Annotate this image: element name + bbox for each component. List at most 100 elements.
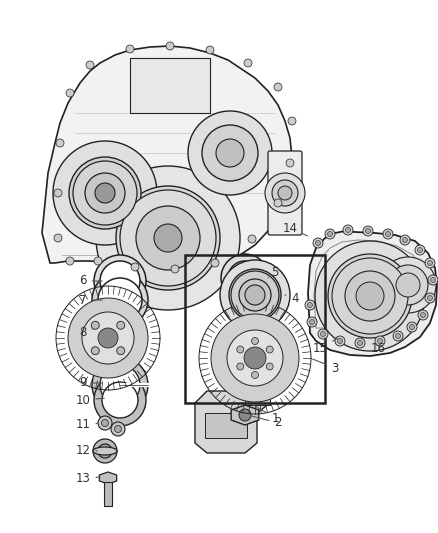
Circle shape <box>111 422 125 436</box>
Circle shape <box>244 59 252 67</box>
Circle shape <box>420 312 425 318</box>
Circle shape <box>286 159 294 167</box>
Circle shape <box>431 278 435 282</box>
Circle shape <box>237 363 244 370</box>
Polygon shape <box>231 405 259 425</box>
Circle shape <box>221 254 269 302</box>
Circle shape <box>126 45 134 53</box>
Circle shape <box>66 89 74 97</box>
Text: 6: 6 <box>79 274 102 287</box>
Circle shape <box>211 259 219 267</box>
Text: 15: 15 <box>313 338 338 354</box>
Circle shape <box>248 235 256 243</box>
Polygon shape <box>195 378 270 453</box>
Circle shape <box>274 199 282 207</box>
Circle shape <box>171 265 179 273</box>
Circle shape <box>425 258 435 268</box>
Text: 5: 5 <box>268 266 279 279</box>
Circle shape <box>53 141 157 245</box>
Circle shape <box>227 330 283 386</box>
Text: 10: 10 <box>76 393 104 407</box>
Circle shape <box>98 444 112 458</box>
Circle shape <box>166 42 174 50</box>
Polygon shape <box>308 231 437 356</box>
Circle shape <box>427 261 432 265</box>
Circle shape <box>325 229 335 239</box>
Circle shape <box>363 226 373 236</box>
Circle shape <box>98 328 118 348</box>
Text: 1: 1 <box>252 405 279 424</box>
Text: 11: 11 <box>75 418 97 432</box>
Circle shape <box>102 419 109 426</box>
Circle shape <box>345 271 395 321</box>
Bar <box>205 413 247 438</box>
Circle shape <box>355 338 365 348</box>
Text: 4: 4 <box>285 292 299 304</box>
Circle shape <box>427 295 432 301</box>
Circle shape <box>417 247 423 253</box>
Text: 12: 12 <box>75 445 97 457</box>
Circle shape <box>94 255 146 307</box>
Circle shape <box>96 166 240 310</box>
Circle shape <box>92 272 148 328</box>
Circle shape <box>95 183 115 203</box>
Text: 3: 3 <box>313 359 339 375</box>
Circle shape <box>94 257 102 265</box>
Ellipse shape <box>93 447 117 455</box>
Circle shape <box>92 357 148 413</box>
Circle shape <box>54 234 62 242</box>
Circle shape <box>114 425 121 432</box>
Circle shape <box>231 271 279 319</box>
Polygon shape <box>42 46 292 270</box>
Text: 7: 7 <box>79 294 102 306</box>
Text: 9: 9 <box>79 376 102 390</box>
Bar <box>245 391 270 405</box>
Bar <box>130 58 210 113</box>
Circle shape <box>120 190 216 286</box>
Circle shape <box>69 157 141 229</box>
Circle shape <box>102 382 138 418</box>
Circle shape <box>310 319 314 325</box>
Circle shape <box>407 322 417 332</box>
Circle shape <box>385 231 391 237</box>
Circle shape <box>117 321 125 329</box>
Circle shape <box>66 257 74 265</box>
Circle shape <box>136 206 200 270</box>
Circle shape <box>265 173 305 213</box>
Circle shape <box>94 374 146 426</box>
Circle shape <box>85 173 125 213</box>
Circle shape <box>418 310 428 320</box>
Circle shape <box>229 269 281 321</box>
Circle shape <box>410 325 414 329</box>
Circle shape <box>251 372 258 378</box>
Circle shape <box>266 363 273 370</box>
Circle shape <box>378 338 382 343</box>
Circle shape <box>98 278 142 322</box>
Circle shape <box>425 293 435 303</box>
Bar <box>185 255 325 403</box>
Circle shape <box>343 225 353 235</box>
Circle shape <box>98 416 112 430</box>
Text: 14: 14 <box>283 222 307 236</box>
Circle shape <box>206 46 214 54</box>
Circle shape <box>117 347 125 355</box>
Circle shape <box>237 346 244 353</box>
Circle shape <box>375 336 385 346</box>
Circle shape <box>428 275 438 285</box>
Circle shape <box>68 298 148 378</box>
Circle shape <box>91 321 99 329</box>
Circle shape <box>357 341 363 345</box>
Circle shape <box>220 260 290 330</box>
Circle shape <box>288 117 296 125</box>
Circle shape <box>56 139 64 147</box>
Circle shape <box>211 314 299 402</box>
Circle shape <box>307 303 312 308</box>
Circle shape <box>388 265 428 305</box>
Circle shape <box>403 238 407 243</box>
Circle shape <box>332 258 408 334</box>
Circle shape <box>307 317 317 327</box>
Circle shape <box>380 257 436 313</box>
Circle shape <box>313 238 323 248</box>
FancyBboxPatch shape <box>268 151 302 235</box>
Circle shape <box>93 439 117 463</box>
